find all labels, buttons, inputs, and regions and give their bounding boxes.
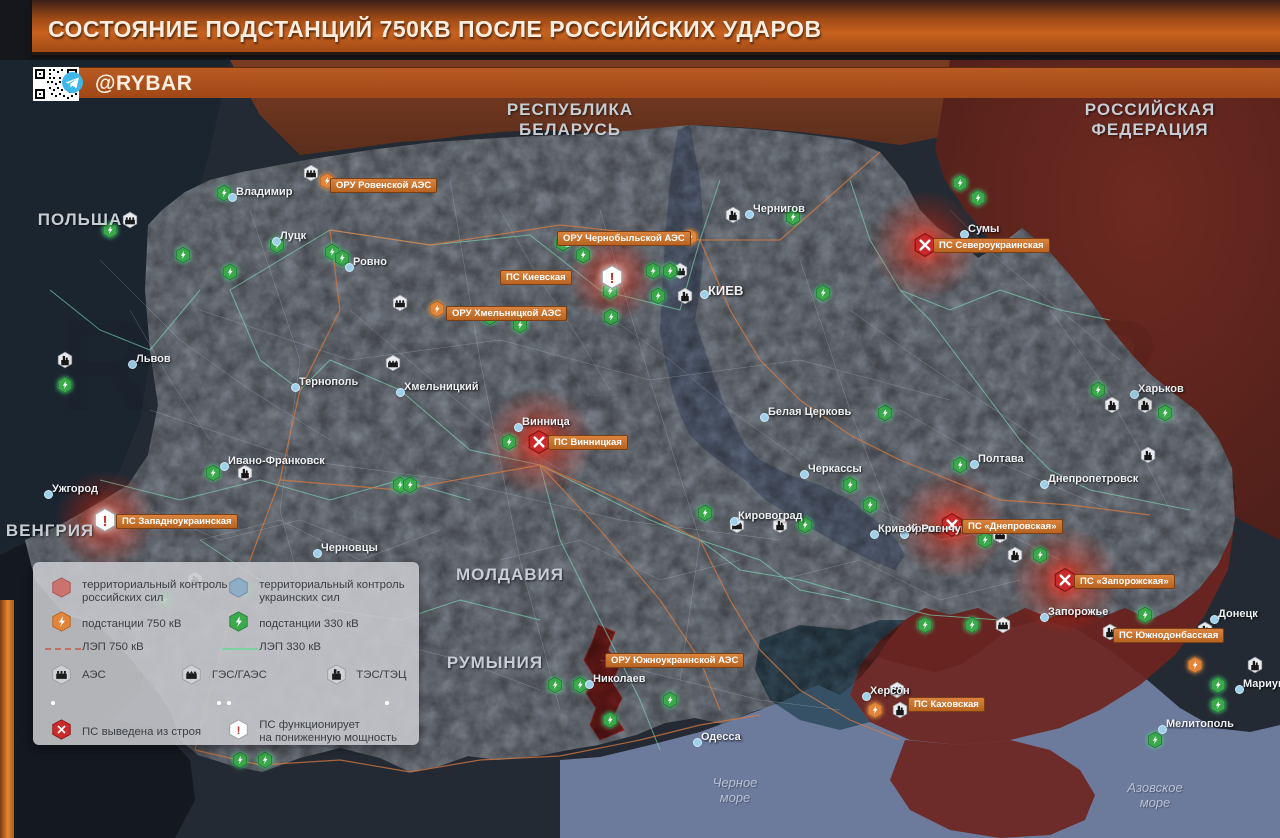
svg-text:!: ! <box>237 725 241 737</box>
